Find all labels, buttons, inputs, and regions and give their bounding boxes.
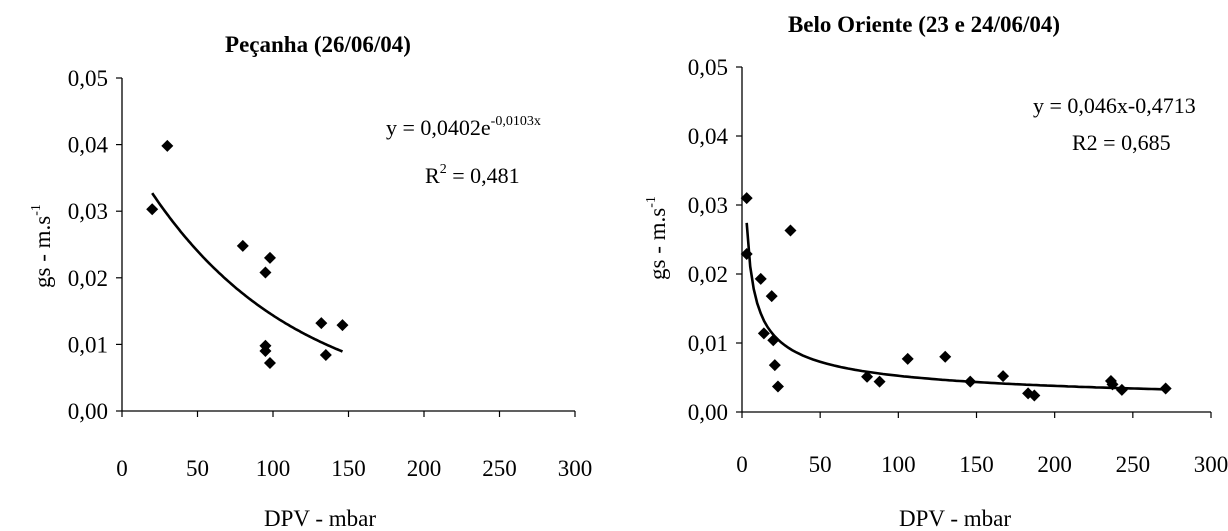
data-point bbox=[765, 290, 778, 303]
data-point bbox=[873, 375, 886, 388]
data-marks bbox=[146, 139, 349, 370]
y-tick-label: 0,05 bbox=[688, 55, 728, 80]
x-axis-label: DPV - mbar bbox=[264, 506, 376, 531]
x-tick-label: 0 bbox=[736, 452, 748, 477]
x-tick-label: 100 bbox=[256, 456, 291, 481]
y-tick-label: 0,05 bbox=[68, 66, 108, 91]
y-axis-label: gs - m.s-1 bbox=[29, 204, 55, 288]
data-marks bbox=[740, 192, 1172, 402]
data-point bbox=[754, 272, 767, 285]
data-point bbox=[259, 345, 272, 358]
data-point bbox=[1106, 378, 1119, 391]
data-point bbox=[1115, 383, 1128, 396]
data-point bbox=[319, 349, 332, 362]
trend-line bbox=[745, 222, 1166, 391]
r2-label: R2 = 0,685 bbox=[1072, 130, 1171, 155]
axis-ticks: 0,00 0,01 0,02 0,03 0,04 0,05 0 50 100 150 200 250 3… bbox=[688, 55, 1228, 477]
x-tick-label: 150 bbox=[331, 456, 366, 481]
x-tick-label: 250 bbox=[482, 456, 517, 481]
data-point bbox=[757, 327, 770, 340]
data-point bbox=[1028, 389, 1041, 402]
chart-title: Peçanha (26/06/04) bbox=[225, 32, 411, 57]
chart-pecanha: Peçanha (26/06/04) 0,000,010,020,030,040… bbox=[29, 32, 592, 531]
data-point bbox=[768, 359, 781, 372]
x-tick-label: 100 bbox=[881, 452, 916, 477]
data-point bbox=[263, 357, 276, 370]
chart-belo-oriente: Belo Oriente (23 e 24/06/04) 0,000,010,0… bbox=[644, 12, 1228, 531]
x-tick-label: 200 bbox=[407, 456, 442, 481]
y-tick-label: 0,04 bbox=[68, 133, 109, 158]
x-tick-label: 150 bbox=[959, 452, 994, 477]
y-tick-label: 0,00 bbox=[688, 400, 728, 425]
x-axis-label: DPV - mbar bbox=[899, 506, 1011, 531]
data-point bbox=[861, 370, 874, 383]
x-tick-label: 200 bbox=[1037, 452, 1072, 477]
data-point bbox=[1159, 382, 1172, 395]
x-tick-label: 50 bbox=[186, 456, 209, 481]
data-point bbox=[901, 352, 914, 365]
data-point bbox=[161, 139, 174, 152]
y-tick-label: 0,01 bbox=[688, 331, 728, 356]
data-point bbox=[315, 317, 328, 330]
x-tick-label: 250 bbox=[1116, 452, 1151, 477]
y-tick-label: 0,03 bbox=[688, 193, 728, 218]
x-tick-label: 0 bbox=[116, 456, 128, 481]
data-point bbox=[784, 224, 797, 237]
y-tick-label: 0,04 bbox=[688, 124, 729, 149]
data-point bbox=[740, 192, 753, 205]
y-tick-label: 0,03 bbox=[68, 199, 108, 224]
y-tick-label: 0,02 bbox=[68, 266, 108, 291]
data-point bbox=[259, 266, 272, 279]
trend-line bbox=[151, 192, 344, 353]
y-tick-label: 0,01 bbox=[68, 332, 108, 357]
x-tick-label: 50 bbox=[809, 452, 832, 477]
data-point bbox=[964, 375, 977, 388]
data-point bbox=[997, 370, 1010, 383]
r2-label: R2 = 0,481 bbox=[425, 162, 520, 188]
y-tick-label: 0,00 bbox=[68, 399, 108, 424]
data-point bbox=[336, 319, 349, 332]
x-tick-label: 300 bbox=[1194, 452, 1228, 477]
chart-title: Belo Oriente (23 e 24/06/04) bbox=[788, 12, 1060, 37]
data-point bbox=[740, 247, 753, 260]
equation-label: y = 0,0402e-0,0103x bbox=[386, 114, 541, 140]
y-tick-label: 0,02 bbox=[688, 262, 728, 287]
data-point bbox=[146, 203, 159, 216]
axis-ticks: 0,00 0,01 0,02 0,03 0,04 0,05 0 50 100 150 200 250 3… bbox=[68, 66, 593, 481]
x-tick-label: 300 bbox=[558, 456, 593, 481]
data-point bbox=[767, 334, 780, 347]
data-point bbox=[236, 239, 249, 252]
y-axis-label: gs - m.s-1 bbox=[644, 196, 670, 280]
data-point bbox=[939, 350, 952, 363]
equation-label: y = 0,046x-0,4713 bbox=[1033, 93, 1196, 118]
data-point bbox=[263, 251, 276, 264]
data-point bbox=[771, 380, 784, 393]
